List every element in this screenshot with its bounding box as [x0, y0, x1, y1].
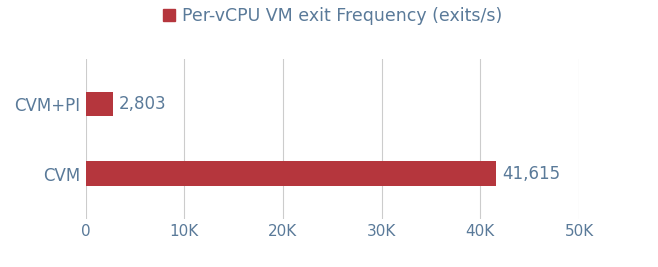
Text: 41,615: 41,615	[502, 165, 561, 183]
Text: 2,803: 2,803	[119, 95, 166, 113]
Bar	[86, 162, 496, 186]
Bar	[86, 92, 113, 116]
Legend: Per-vCPU VM exit Frequency (exits/s): Per-vCPU VM exit Frequency (exits/s)	[156, 0, 509, 32]
